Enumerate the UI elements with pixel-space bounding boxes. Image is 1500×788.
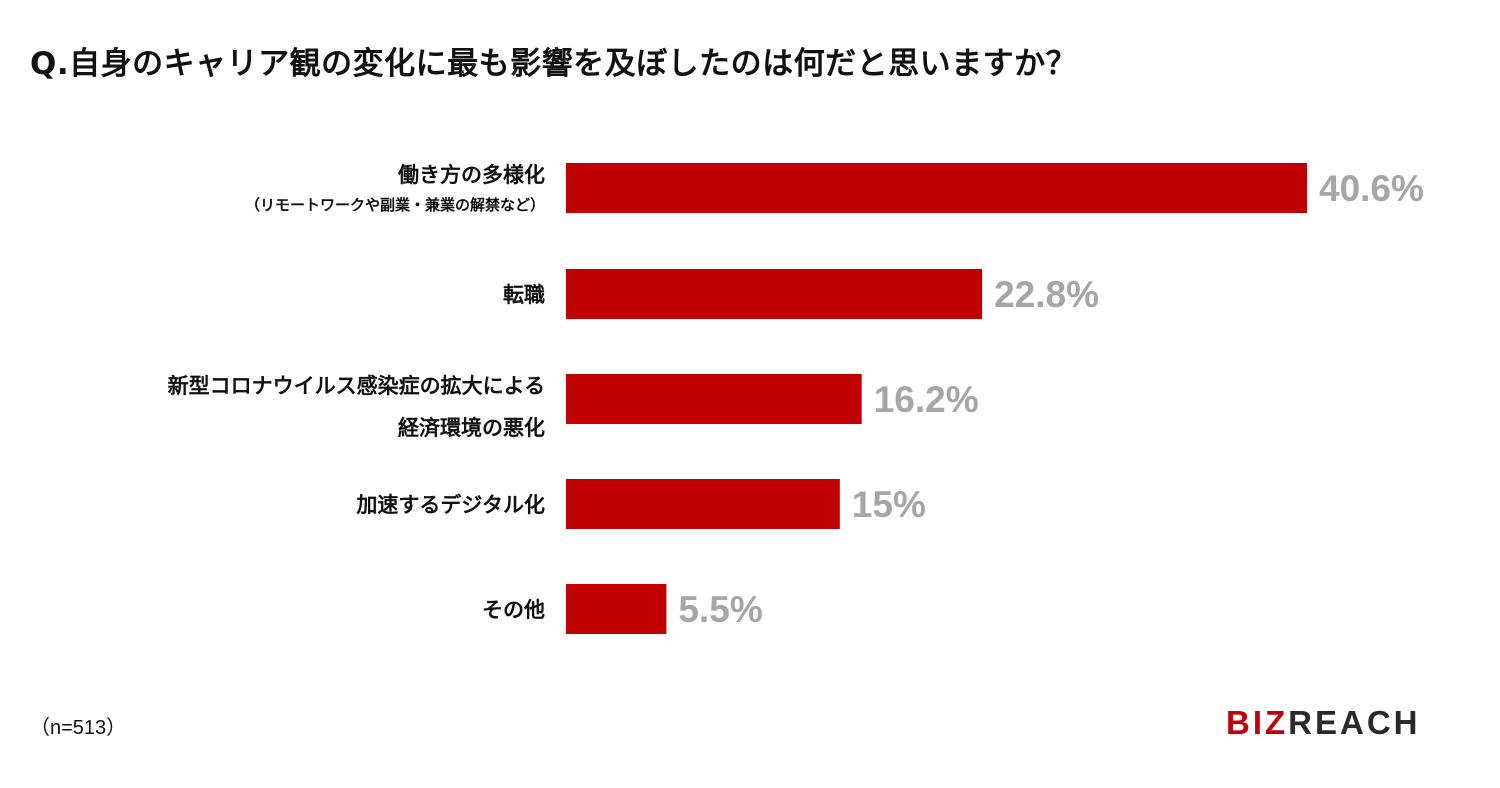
category-label: 経済環境の悪化 [398,416,545,440]
bar [566,269,983,319]
category-sublabel: （リモートワークや副業・兼業の解禁など） [245,196,545,214]
value-label: 5.5% [678,589,762,630]
category-label: 働き方の多様化 [397,163,545,187]
value-label: 15% [852,484,926,525]
bizreach-logo: BIZREACH [1226,706,1421,739]
value-label: 16.2% [874,379,979,420]
logo-accent-text: BIZ [1226,704,1289,741]
bar [566,163,1307,213]
category-label: 新型コロナウイルス感染症の拡大による [168,374,545,398]
value-label: 40.6% [1319,168,1424,209]
bar [566,374,862,424]
category-label: 加速するデジタル化 [355,493,545,517]
chart-title: Q.自身のキャリア観の変化に最も影響を及ぼしたのは何だと思いますか？ [30,46,1078,82]
bar [566,584,667,634]
value-label: 22.8% [994,274,1099,315]
logo-rest-text: REACH [1288,704,1421,741]
category-label: その他 [482,598,545,622]
category-label: 転職 [503,283,545,307]
bar [566,479,840,529]
sample-size-note: （n=513） [30,717,127,739]
